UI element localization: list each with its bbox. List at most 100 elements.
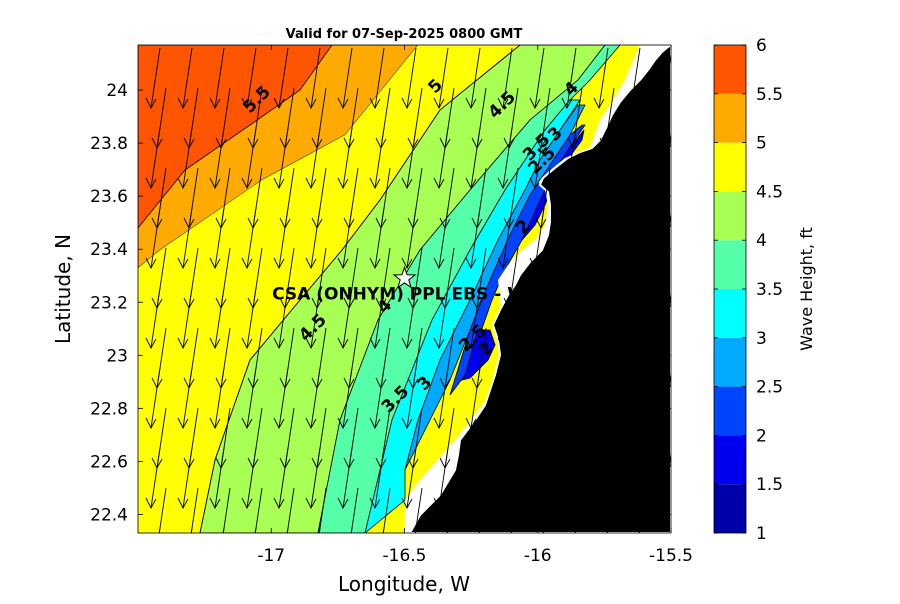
wave-arrow-head: [337, 177, 349, 189]
wave-arrow-head: [401, 497, 413, 509]
wave-arrow-head: [344, 538, 354, 548]
wave-arrow-head: [306, 578, 316, 588]
wave-arrow-head: [209, 177, 221, 189]
chart-title: Valid for 07-Sep-2025 0800 GMT: [286, 27, 523, 42]
wave-arrow-shaft: [254, 527, 257, 533]
y-tick-label: 24: [106, 81, 128, 101]
wave-arrow-shaft: [662, 371, 671, 429]
wave-arrow-shaft: [382, 487, 391, 533]
wave-arrow-head: [472, 538, 482, 548]
wave-arrow-head: [657, 177, 669, 189]
y-tick-label: 23.4: [90, 240, 128, 260]
wave-arrow-head: [152, 538, 162, 548]
wave-arrow-shaft: [158, 487, 167, 533]
wave-arrow-shaft: [478, 487, 487, 533]
wave-arrow-head: [465, 177, 477, 189]
colorbar-level: [714, 142, 746, 192]
wave-arrow-shaft: [406, 127, 417, 189]
y-tick-label: 22.8: [90, 399, 128, 419]
wave-arrow-shaft: [246, 127, 257, 189]
wave-arrow-shaft: [438, 127, 449, 189]
wave-arrow-shaft: [534, 127, 545, 189]
station-marker: CSA (ONHYM) PPL EBS - We: [272, 265, 537, 304]
wave-arrow-head: [401, 177, 413, 189]
wave-arrow-head: [369, 417, 381, 429]
wave-arrow-shaft: [438, 207, 449, 269]
colorbar-tick-label: 3.5: [756, 280, 783, 300]
y-axis-label: Latitude, N: [51, 234, 75, 344]
wave-arrow-shaft: [438, 47, 449, 109]
wave-arrow-head: [177, 97, 189, 109]
wave-arrow-shaft: [222, 487, 231, 533]
wave-arrow-head: [561, 177, 573, 189]
wave-arrow-head: [177, 257, 189, 269]
y-tick-label: 22.4: [90, 505, 128, 525]
wave-arrow-head: [273, 417, 285, 429]
station-label: CSA (ONHYM) PPL EBS - We: [272, 284, 537, 304]
wave-arrow-shaft: [222, 527, 225, 533]
wave-arrow-shaft: [606, 527, 609, 533]
wave-arrow-shaft: [438, 367, 449, 429]
colorbar-tick-label: 4: [756, 231, 767, 251]
wave-arrow-shaft: [406, 367, 417, 429]
colorbar-frame: [713, 44, 747, 534]
wave-arrow-head: [178, 578, 188, 588]
wave-arrow-head: [433, 257, 445, 269]
wave-arrow-shaft: [406, 287, 417, 349]
wave-arrow-head: [369, 177, 381, 189]
wave-arrow-head: [241, 257, 253, 269]
wave-arrow-head: [465, 257, 477, 269]
wave-arrow-shaft: [278, 47, 289, 109]
wave-arrow-head: [657, 257, 669, 269]
y-tick-label: 22.6: [90, 452, 128, 472]
wave-arrow-head: [433, 177, 445, 189]
wave-arrow-head: [305, 97, 317, 109]
wave-arrow-shaft: [214, 447, 225, 509]
wave-arrow-head: [497, 177, 509, 189]
band-5-5-to-6-0: [138, 45, 333, 229]
wave-arrow-shaft: [214, 367, 225, 429]
wave-arrow-shaft: [470, 47, 481, 109]
wave-arrow-head: [273, 257, 285, 269]
wave-arrow-shaft: [158, 527, 161, 533]
wave-arrow-shaft: [502, 127, 513, 189]
wave-arrow-head: [305, 417, 317, 429]
wave-arrow-shaft: [246, 367, 257, 429]
colorbar-level: [714, 435, 746, 485]
wave-arrow-head: [273, 97, 285, 109]
wave-arrow-shaft: [470, 207, 481, 269]
wave-arrow-head: [305, 177, 317, 189]
wave-arrow-head: [241, 337, 253, 349]
wave-arrow-shaft: [190, 527, 193, 533]
wave-arrow-head: [497, 337, 509, 349]
wave-arrow-head: [177, 417, 189, 429]
wave-arrow-shaft: [214, 47, 225, 109]
wave-arrow-shaft: [566, 127, 577, 189]
wave-arrow-shaft: [342, 367, 353, 429]
wave-arrow-head: [433, 337, 445, 349]
y-tick-label: 23.2: [90, 293, 128, 313]
plot-area: 5.5 54.5 43.532.524.543.5 32.52 CSA (ONHYM)…: [138, 45, 671, 588]
colorbar-tick-label: 6: [756, 36, 767, 56]
contour-line-4-5: [199, 45, 521, 533]
wave-arrow-shaft: [478, 527, 481, 533]
colorbar-level: [714, 45, 746, 94]
station-star: [392, 265, 417, 289]
colorbar-level: [714, 386, 746, 436]
colorbar-tick-label: 5.5: [756, 85, 783, 105]
x-axis-ticks: -17 -16.5 -16 -15.5: [257, 45, 693, 566]
wave-arrow-shaft: [342, 287, 353, 349]
wave-arrow-head: [599, 137, 611, 149]
wave-arrow-shaft: [510, 527, 513, 533]
wave-arrow-shaft: [534, 47, 545, 109]
wave-arrow-shaft: [278, 207, 289, 269]
y-tick-label: 23.6: [90, 187, 128, 207]
wave-arrow-shaft: [150, 287, 161, 349]
wave-arrow-shaft: [438, 287, 449, 349]
wave-arrow-shaft: [214, 127, 225, 189]
wave-arrow-shaft: [246, 447, 257, 509]
wave-arrow-head: [600, 538, 610, 548]
colorbar-tick-label: 2: [756, 426, 767, 446]
wave-arrow-shaft: [342, 127, 353, 189]
wave-arrow-head: [568, 538, 578, 548]
